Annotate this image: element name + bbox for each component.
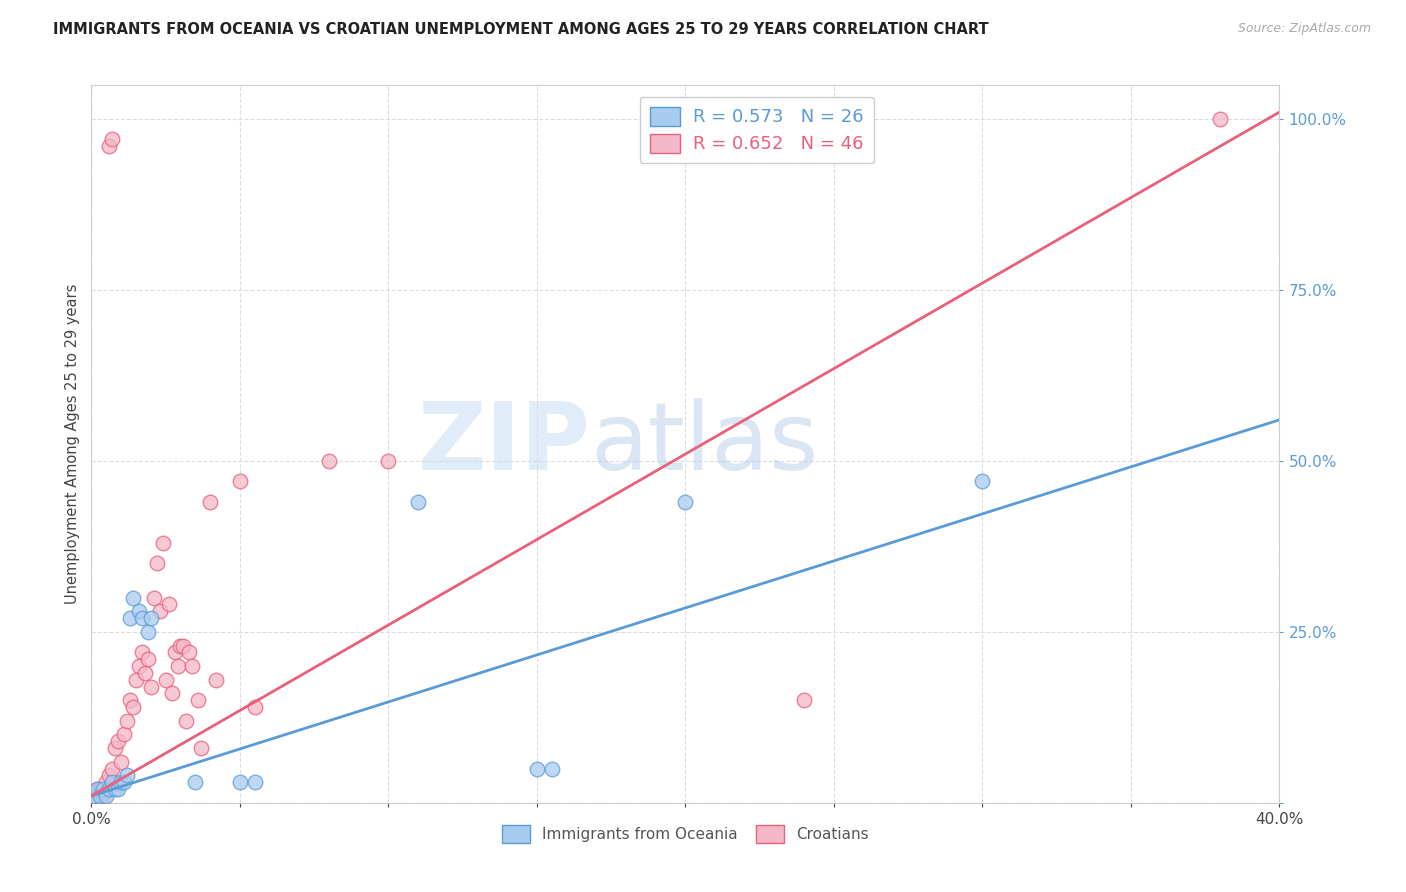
Point xyxy=(107,782,129,797)
Point xyxy=(172,639,194,653)
Point xyxy=(96,789,118,803)
Point xyxy=(98,768,121,782)
Text: Source: ZipAtlas.com: Source: ZipAtlas.com xyxy=(1237,22,1371,36)
Point xyxy=(176,714,198,728)
Point xyxy=(229,775,252,789)
Point xyxy=(149,604,172,618)
Point xyxy=(107,734,129,748)
Point xyxy=(131,645,153,659)
Point xyxy=(83,789,105,803)
Point xyxy=(136,624,159,639)
Text: IMMIGRANTS FROM OCEANIA VS CROATIAN UNEMPLOYMENT AMONG AGES 25 TO 29 YEARS CORRE: IMMIGRANTS FROM OCEANIA VS CROATIAN UNEM… xyxy=(53,22,988,37)
Point xyxy=(526,762,548,776)
Point xyxy=(128,604,150,618)
Point xyxy=(152,536,174,550)
Point xyxy=(139,680,162,694)
Point xyxy=(169,639,191,653)
Point xyxy=(540,762,562,776)
Point xyxy=(181,659,204,673)
Point xyxy=(110,775,132,789)
Point xyxy=(112,727,135,741)
Point xyxy=(115,714,138,728)
Point xyxy=(377,454,399,468)
Point xyxy=(136,652,159,666)
Point xyxy=(101,132,124,146)
Text: atlas: atlas xyxy=(591,398,818,490)
Point xyxy=(91,782,114,797)
Point xyxy=(184,775,207,789)
Point xyxy=(118,693,141,707)
Point xyxy=(139,611,162,625)
Point xyxy=(86,782,108,797)
Point xyxy=(98,139,121,153)
Legend: Immigrants from Oceania, Croatians: Immigrants from Oceania, Croatians xyxy=(496,819,875,849)
Point xyxy=(200,495,222,509)
Point xyxy=(115,768,138,782)
Point xyxy=(101,775,124,789)
Point xyxy=(86,782,108,797)
Point xyxy=(163,645,186,659)
Point xyxy=(110,755,132,769)
Point xyxy=(155,673,177,687)
Point xyxy=(128,659,150,673)
Point xyxy=(104,741,127,756)
Point xyxy=(179,645,201,659)
Point xyxy=(134,665,156,680)
Point xyxy=(205,673,228,687)
Point xyxy=(145,557,167,571)
Point xyxy=(187,693,209,707)
Point xyxy=(101,762,124,776)
Y-axis label: Unemployment Among Ages 25 to 29 years: Unemployment Among Ages 25 to 29 years xyxy=(65,284,80,604)
Point xyxy=(104,782,127,797)
Point xyxy=(190,741,212,756)
Point xyxy=(243,700,266,714)
Point xyxy=(243,775,266,789)
Point xyxy=(83,789,105,803)
Point xyxy=(89,789,111,803)
Point xyxy=(125,673,148,687)
Point xyxy=(166,659,188,673)
Point xyxy=(673,495,696,509)
Point xyxy=(91,789,114,803)
Point xyxy=(122,700,145,714)
Point xyxy=(229,475,252,489)
Point xyxy=(157,598,180,612)
Point xyxy=(142,591,165,605)
Point xyxy=(793,693,815,707)
Point xyxy=(118,611,141,625)
Point xyxy=(160,686,183,700)
Point xyxy=(318,454,340,468)
Point xyxy=(89,782,111,797)
Text: ZIP: ZIP xyxy=(418,398,591,490)
Point xyxy=(112,775,135,789)
Point xyxy=(96,775,118,789)
Point xyxy=(972,475,994,489)
Point xyxy=(122,591,145,605)
Point xyxy=(98,782,121,797)
Point xyxy=(1209,112,1232,126)
Point xyxy=(406,495,429,509)
Point xyxy=(131,611,153,625)
